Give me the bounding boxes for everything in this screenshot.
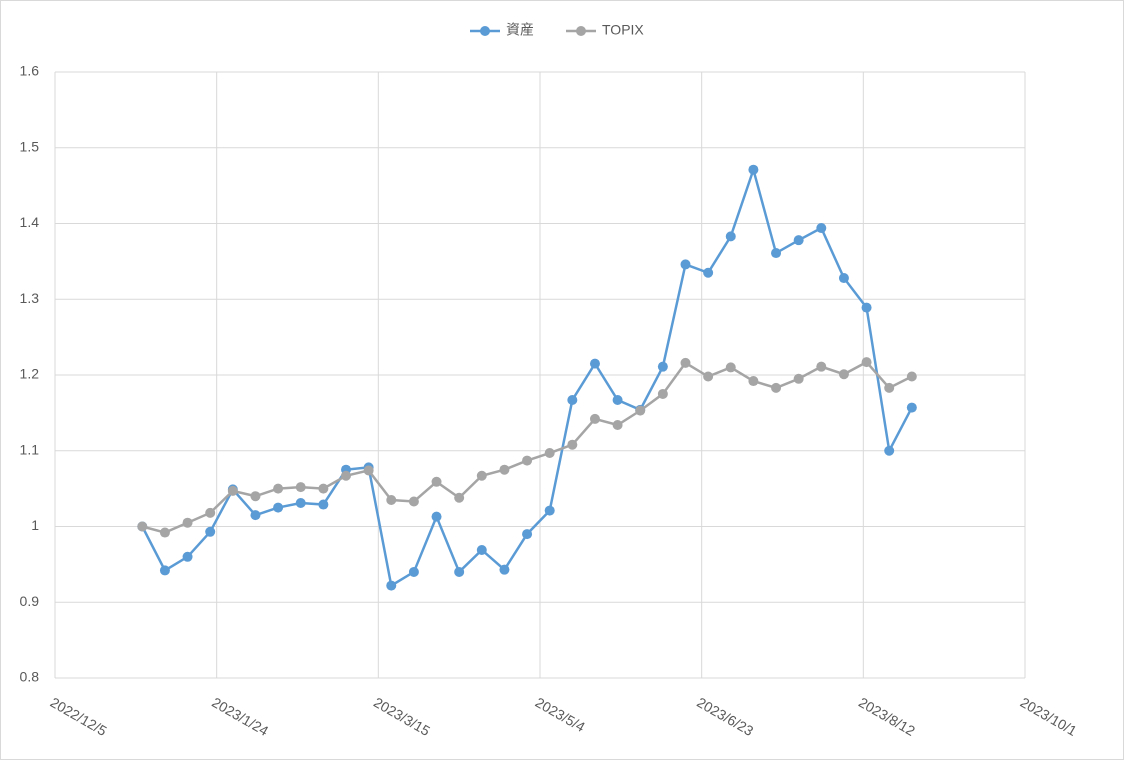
marker: [295, 482, 306, 493]
marker: [318, 483, 329, 494]
marker: [205, 526, 216, 537]
marker: [657, 361, 668, 372]
legend-marker: [576, 26, 586, 36]
legend-marker: [480, 26, 490, 36]
marker: [273, 502, 284, 513]
marker: [499, 464, 510, 475]
marker: [522, 529, 533, 540]
marker: [544, 448, 555, 459]
marker: [408, 496, 419, 507]
marker: [793, 235, 804, 246]
marker: [318, 499, 329, 510]
marker: [589, 358, 600, 369]
marker: [250, 510, 261, 521]
marker: [341, 470, 351, 481]
marker: [567, 439, 578, 450]
y-tick-label: 1.1: [20, 441, 40, 457]
marker: [884, 382, 895, 393]
marker: [159, 565, 170, 576]
marker: [748, 376, 759, 387]
marker: [363, 465, 374, 476]
marker: [703, 371, 714, 382]
marker: [182, 551, 193, 562]
marker: [295, 498, 306, 509]
marker: [635, 405, 646, 416]
y-tick-label: 1: [31, 517, 39, 533]
marker: [906, 371, 917, 382]
marker: [273, 483, 284, 494]
marker: [838, 273, 849, 284]
marker: [476, 544, 487, 555]
marker: [522, 455, 533, 466]
marker: [250, 491, 261, 502]
y-tick-label: 0.8: [20, 669, 40, 685]
marker: [182, 517, 193, 528]
marker: [816, 223, 827, 234]
legend-label: 資産: [506, 22, 534, 38]
marker: [725, 231, 736, 242]
marker: [589, 413, 600, 424]
marker: [680, 259, 691, 270]
y-tick-label: 1.4: [20, 214, 40, 230]
marker: [476, 470, 487, 481]
y-tick-label: 1.5: [20, 138, 40, 154]
marker: [159, 527, 170, 538]
marker: [612, 419, 623, 430]
marker: [748, 164, 759, 175]
y-tick-label: 1.3: [20, 290, 40, 306]
marker: [838, 369, 849, 380]
marker: [567, 394, 578, 405]
marker: [499, 564, 510, 575]
marker: [861, 357, 872, 368]
marker: [884, 445, 895, 456]
marker: [703, 267, 714, 278]
marker: [861, 302, 872, 313]
marker: [793, 373, 804, 384]
marker: [906, 402, 917, 413]
y-tick-label: 0.9: [20, 593, 40, 609]
marker: [431, 476, 442, 487]
marker: [657, 388, 668, 399]
marker: [771, 382, 782, 393]
marker: [431, 511, 442, 522]
marker: [771, 248, 782, 259]
marker: [408, 566, 419, 577]
y-tick-label: 1.6: [20, 63, 40, 79]
marker: [386, 580, 397, 591]
marker: [454, 492, 465, 503]
marker: [612, 394, 623, 405]
y-tick-label: 1.2: [20, 366, 40, 382]
marker: [816, 361, 827, 372]
legend-label: TOPIX: [602, 22, 644, 38]
marker: [227, 485, 238, 496]
marker: [544, 505, 555, 516]
marker: [454, 566, 465, 577]
marker: [386, 494, 397, 505]
marker: [680, 357, 691, 368]
marker: [137, 521, 148, 532]
marker: [725, 362, 736, 373]
marker: [205, 507, 216, 518]
